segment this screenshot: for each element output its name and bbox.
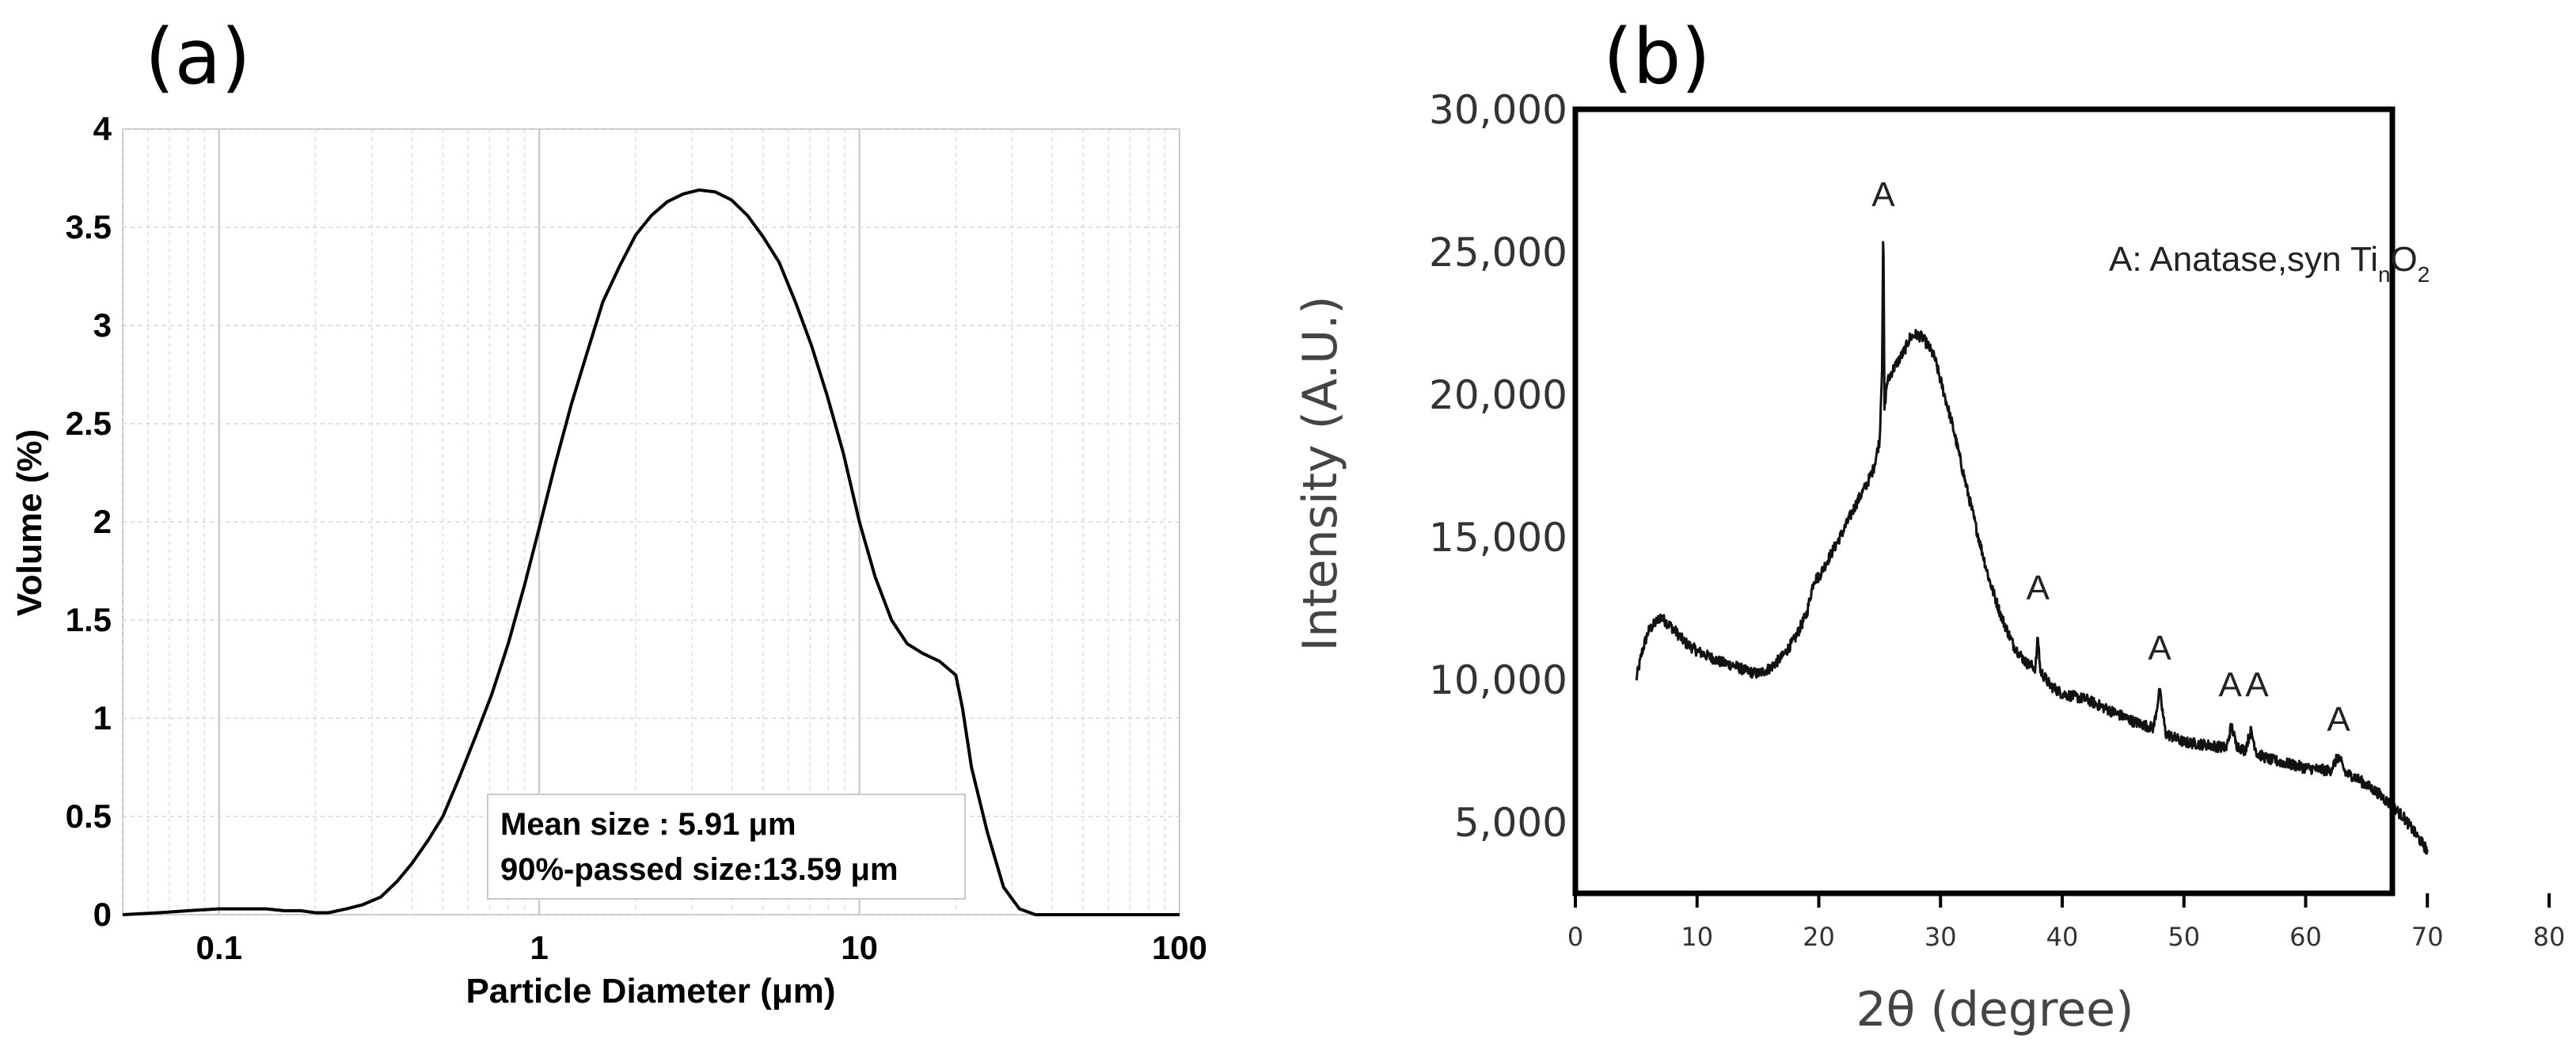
panel-b-y-tick-label: 15,000 [1429, 515, 1567, 561]
panel-a-annotation-box [487, 794, 966, 900]
panel-b-y-tick-label: 5,000 [1454, 800, 1567, 846]
panel-a-x-tick-labels: 0.1 1 10 100 [196, 929, 1207, 966]
panel-a: (a) 0 0.5 1 1.5 2 2.5 3 3.5 4 0.1 1 10 100 Mean siz… [10, 13, 1207, 1011]
panel-b-peak-label: A [2148, 629, 2171, 668]
panel-b-x-tick-label: 20 [1803, 922, 1835, 952]
panel-b-x-tick-label: 70 [2411, 922, 2444, 952]
panel-b-x-tick-label: 10 [1681, 922, 1713, 952]
panel-b-plot-frame [1572, 106, 2396, 896]
panel-a-y-tick-label: 3.5 [66, 208, 112, 246]
panel-a-y-tick-label: 4 [93, 110, 112, 147]
panel-a-y-tick-labels: 0 0.5 1 1.5 2 2.5 3 3.5 4 [66, 110, 112, 933]
panel-a-y-tick-label: 1.5 [66, 601, 112, 638]
panel-a-x-tick-label: 100 [1152, 929, 1207, 966]
panel-b: (b) 5,00010,00015,00020,00025,00030,000 … [1293, 13, 2565, 1037]
panel-a-y-axis-label: Volume (%) [10, 429, 49, 616]
panel-a-y-tick-label: 2.5 [66, 405, 112, 442]
panel-b-legend-sub1: n [2378, 262, 2391, 287]
panel-b-legend-mid: O [2391, 240, 2418, 279]
panel-b-x-tick-label: 60 [2289, 922, 2322, 952]
panel-b-x-tick-label: 40 [2046, 922, 2079, 952]
panel-b-peak-label: A [2245, 666, 2269, 705]
panel-b-legend: A: Anatase,syn TinO2 [2109, 240, 2430, 287]
panel-b-y-tick-label: 10,000 [1429, 657, 1567, 703]
panel-b-xrd-line [1635, 241, 2429, 855]
panel-a-x-tick-label: 0.1 [196, 929, 242, 966]
panel-a-mean-size-text: Mean size : 5.91 μm [500, 807, 796, 842]
panel-b-peak-label: A [2027, 569, 2050, 607]
panel-b-x-tick-label: 80 [2533, 922, 2566, 952]
panel-b-y-tick-labels: 5,000 10,000 15,000 20,000 25,000 30,000 [1429, 87, 1567, 846]
panel-b-y-tick-label: 30,000 [1429, 87, 1567, 133]
panel-b-y-tick-label: 25,000 [1429, 230, 1567, 276]
panel-a-x-tick-label: 10 [841, 929, 878, 966]
panel-b-x-axis-label: 2θ (degree) [1856, 982, 2133, 1037]
panel-a-y-tick-label: 2 [93, 503, 112, 540]
panel-b-y-axis-label: Intensity (A.U.) [1293, 295, 1348, 651]
panel-b-legend-prefix: A: Anatase,syn Ti [2109, 240, 2378, 279]
panel-b-x-tick-label: 0 [1567, 922, 1583, 952]
panel-b-peak-label: A [2218, 666, 2242, 705]
panel-b-peak-label: A [1871, 175, 1895, 214]
panel-a-90-passed-text: 90%-passed size:13.59 μm [500, 852, 899, 887]
panel-b-legend-sub2: 2 [2418, 262, 2430, 287]
panel-a-y-tick-label: 3 [93, 306, 112, 344]
panel-a-y-tick-label: 0.5 [66, 797, 112, 835]
panel-a-gridlines [122, 128, 1180, 915]
panel-b-label: (b) [1603, 13, 1711, 101]
panel-a-distribution-line [122, 188, 1180, 916]
panel-a-x-axis-label: Particle Diameter (μm) [465, 972, 835, 1011]
panel-b-y-tick-label: 20,000 [1429, 372, 1567, 418]
panel-b-x-tick-label: 50 [2168, 922, 2200, 952]
panel-b-peak-label: A [2327, 700, 2350, 739]
panel-a-label: (a) [145, 13, 251, 101]
panel-b-x-tick-labels: 0 10 20 30 40 50 60 70 80 [1567, 893, 2566, 952]
panel-a-y-tick-label: 1 [93, 699, 112, 737]
panel-a-y-tick-label: 0 [93, 896, 112, 933]
panel-b-x-tick-label: 30 [1924, 922, 1957, 952]
panel-a-x-tick-label: 1 [530, 929, 548, 966]
